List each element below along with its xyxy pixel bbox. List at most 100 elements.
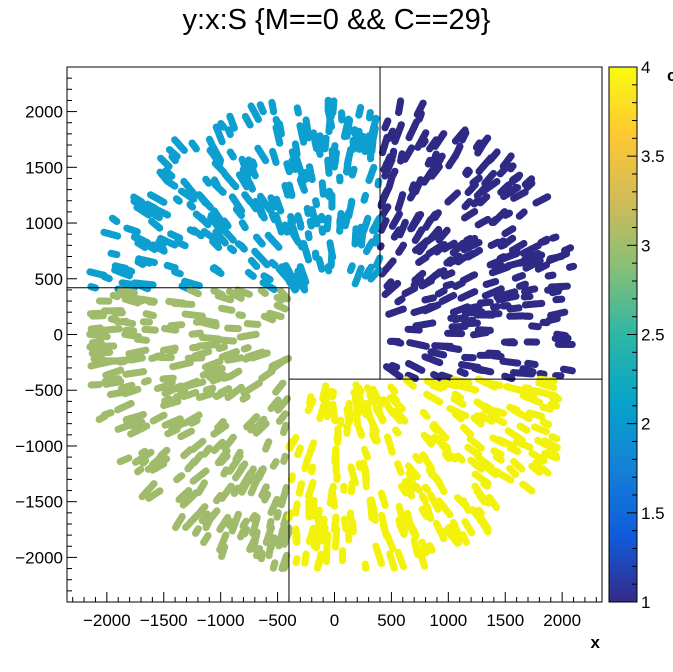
data-point (285, 181, 293, 189)
data-point (253, 233, 261, 241)
data-point (389, 257, 397, 265)
data-point (377, 242, 385, 250)
data-point (239, 395, 247, 403)
data-point (154, 461, 162, 469)
series-4 (285, 375, 563, 572)
data-point (484, 134, 492, 142)
data-point (394, 279, 402, 288)
data-point (87, 381, 95, 389)
data-point (155, 238, 163, 246)
data-point (557, 252, 566, 261)
data-point (418, 366, 426, 374)
data-point (440, 267, 448, 275)
data-point (357, 264, 365, 272)
data-point (173, 476, 181, 484)
data-point (312, 544, 320, 552)
data-point (209, 377, 217, 385)
data-point (538, 299, 546, 307)
data-point (326, 239, 334, 247)
data-point (138, 449, 146, 457)
data-point (218, 494, 226, 502)
data-point (301, 168, 309, 177)
data-point (492, 278, 500, 286)
data-point (238, 219, 246, 227)
data-point (511, 470, 520, 478)
data-point (177, 387, 185, 395)
data-point (156, 168, 164, 176)
data-point (370, 163, 378, 172)
data-point (364, 214, 372, 222)
data-point (296, 122, 304, 130)
data-point (294, 451, 302, 459)
data-point (296, 263, 304, 271)
data-point (123, 224, 131, 232)
data-point (421, 137, 429, 145)
data-point (221, 444, 229, 452)
data-point (238, 155, 246, 163)
data-point (417, 176, 425, 184)
data-point (408, 144, 416, 152)
data-point (221, 170, 229, 178)
data-point (443, 226, 451, 234)
data-point (175, 496, 183, 504)
chart-title: y:x:S {M==0 && C==29} (182, 4, 491, 36)
data-point (86, 330, 94, 338)
data-point (212, 392, 221, 400)
data-point (200, 228, 208, 236)
data-point (394, 337, 402, 346)
data-point (88, 339, 97, 347)
data-point (160, 324, 169, 333)
data-point (464, 166, 472, 174)
data-point (389, 127, 397, 135)
data-point (277, 287, 285, 295)
data-point (569, 262, 578, 270)
data-point (243, 423, 251, 431)
data-point (543, 235, 551, 243)
data-point (526, 292, 534, 301)
data-point (181, 277, 189, 285)
data-point (269, 147, 277, 156)
data-point (230, 489, 238, 497)
data-point (508, 234, 517, 242)
data-point (241, 112, 249, 121)
data-point (246, 160, 254, 168)
data-point (566, 244, 575, 252)
data-point (512, 292, 520, 300)
data-point (127, 430, 135, 438)
data-point (544, 193, 552, 201)
data-point (218, 336, 226, 344)
data-point (134, 258, 142, 266)
series-3 (86, 286, 293, 573)
data-point (357, 431, 366, 439)
data-point (557, 372, 565, 380)
data-point (493, 178, 501, 186)
data-point (284, 530, 292, 538)
data-point (483, 193, 491, 201)
data-point (480, 184, 488, 192)
data-point (391, 167, 399, 175)
data-point (171, 268, 179, 276)
data-point (165, 146, 174, 154)
data-point (325, 187, 333, 195)
data-point (447, 256, 455, 264)
data-point (194, 489, 203, 497)
data-point (410, 181, 418, 189)
data-point (387, 278, 395, 286)
data-point (528, 370, 536, 378)
data-point (496, 263, 504, 271)
data-point (87, 283, 95, 291)
data-point (108, 214, 117, 222)
data-point (312, 249, 320, 257)
data-point (399, 191, 407, 199)
data-point (373, 233, 381, 241)
data-point (275, 417, 284, 425)
data-point (241, 530, 249, 538)
data-point (287, 213, 295, 221)
data-point (236, 333, 244, 341)
data-point (86, 310, 95, 318)
data-point (291, 140, 299, 148)
data-point (305, 163, 314, 171)
data-point (292, 272, 300, 280)
data-point (324, 214, 332, 222)
data-point (486, 326, 494, 334)
